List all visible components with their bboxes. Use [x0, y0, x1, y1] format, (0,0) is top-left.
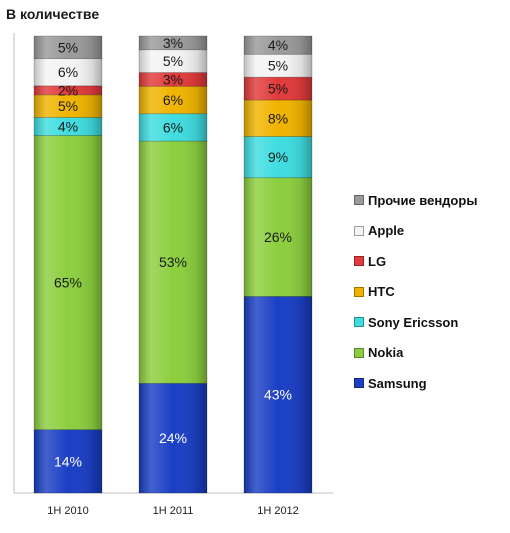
- legend-label: Sony Ericsson: [368, 314, 459, 330]
- bar-shading-6-0: [34, 36, 102, 59]
- legend-item: HTC: [354, 277, 477, 308]
- bar-shading-2-0: [34, 117, 102, 136]
- legend-label: Прочие вендоры: [368, 192, 478, 208]
- data-label: 3%: [163, 35, 183, 51]
- x-tick-label: 1H 2012: [257, 505, 299, 517]
- data-label: 26%: [264, 229, 292, 245]
- bar-shading-0-1: [139, 383, 207, 493]
- legend-item: LG: [354, 246, 477, 277]
- legend-swatch: [354, 378, 364, 389]
- bar-shading-6-2: [244, 36, 312, 55]
- data-label: 6%: [58, 64, 78, 80]
- bar-shading-3-2: [244, 99, 312, 137]
- bar-shading-2-1: [139, 113, 207, 142]
- bar-shading-1-1: [139, 141, 207, 384]
- legend-label: Apple: [368, 223, 405, 239]
- bar-shading-3-0: [34, 94, 102, 118]
- legend-swatch: [354, 286, 364, 297]
- legend-swatch: [354, 347, 364, 358]
- data-label: 8%: [268, 110, 288, 126]
- data-label: 5%: [268, 81, 288, 97]
- bar-shading-1-2: [244, 177, 312, 297]
- bar-shading-4-2: [244, 77, 312, 100]
- data-label: 5%: [163, 53, 183, 69]
- bar-shading-2-2: [244, 136, 312, 178]
- data-label: 53%: [159, 254, 187, 270]
- data-label: 6%: [163, 92, 183, 108]
- bar-shading-3-1: [139, 86, 207, 114]
- data-label: 14%: [54, 453, 82, 469]
- legend-label: LG: [368, 253, 387, 269]
- legend-swatch: [354, 225, 364, 236]
- bar-shading-0-2: [244, 296, 312, 493]
- bar-shading-5-0: [34, 58, 102, 86]
- data-label: 6%: [163, 119, 183, 135]
- bar-shading-5-1: [139, 49, 207, 73]
- legend-swatch: [354, 195, 364, 206]
- data-label: 43%: [264, 387, 292, 403]
- data-label: 5%: [58, 39, 78, 55]
- bar-shading-1-0: [34, 135, 102, 430]
- legend-item: Samsung: [354, 368, 477, 399]
- legend-item: Прочие вендоры: [354, 185, 477, 216]
- bar-shading-4-0: [34, 85, 102, 95]
- data-label: 3%: [163, 71, 183, 87]
- x-tick-label: 1H 2011: [153, 505, 194, 517]
- legend-item: Apple: [354, 216, 477, 247]
- bar-shading-6-1: [139, 36, 207, 50]
- data-label: 65%: [54, 275, 82, 291]
- data-label: 5%: [268, 58, 288, 74]
- x-tick-label: 1H 2010: [47, 505, 89, 517]
- x-tick-labels: 1H 2010 1H 2011 1H 2012: [47, 505, 299, 517]
- chart-title: В количестве: [6, 6, 100, 22]
- data-label: 24%: [159, 430, 187, 446]
- bars-group: 14%65%4%5%2%6%5%24%53%6%6%3%5%3%43%26%9%…: [33, 35, 313, 494]
- legend-label: Samsung: [368, 375, 427, 391]
- legend-swatch: [354, 317, 364, 328]
- data-label: 4%: [268, 37, 288, 53]
- legend-item: Nokia: [354, 338, 477, 369]
- legend: Прочие вендоры Apple LG HTC Sony Ericsson Nok…: [354, 185, 477, 399]
- legend-label: HTC: [368, 284, 395, 300]
- legend-item: Sony Ericsson: [354, 307, 477, 338]
- data-label: 5%: [58, 98, 78, 114]
- bar-shading-5-2: [244, 54, 312, 78]
- legend-label: Nokia: [368, 345, 404, 361]
- bar-shading-0-0: [34, 429, 102, 493]
- data-label: 2%: [58, 82, 78, 98]
- data-label: 9%: [268, 149, 288, 165]
- bar-shading-4-1: [139, 72, 207, 87]
- legend-swatch: [354, 256, 364, 267]
- data-label: 4%: [58, 118, 78, 134]
